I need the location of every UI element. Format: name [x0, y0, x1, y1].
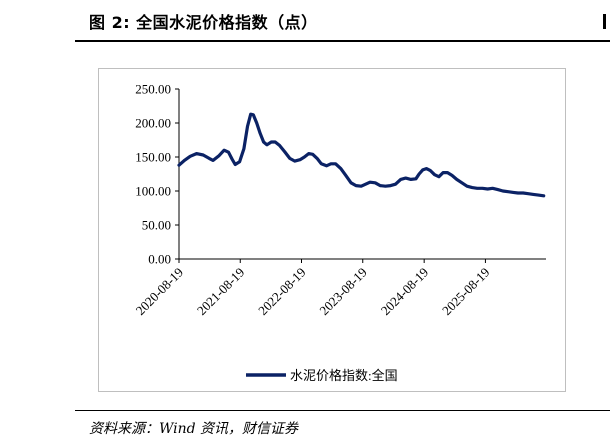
edge-mark [603, 14, 606, 29]
y-tick-label: 100.00 [135, 184, 171, 199]
figure-header: 图 2: 全国水泥价格指数（点） [0, 0, 610, 44]
x-tick-label: 2023-08-19 [316, 265, 370, 319]
x-tick-label: 2022-08-19 [255, 265, 309, 319]
y-tick-label: 0.00 [148, 252, 171, 267]
y-tick-label: 50.00 [142, 218, 171, 233]
footer-rule [75, 410, 610, 411]
x-tick-label: 2024-08-19 [378, 265, 432, 319]
source-note: 资料来源：Wind 资讯，财信证券 [89, 421, 299, 437]
title-rule [75, 40, 610, 42]
y-tick-label: 200.00 [135, 116, 171, 131]
legend-label: 水泥价格指数:全国 [290, 368, 398, 383]
y-tick-label: 150.00 [135, 150, 171, 165]
series-line [177, 112, 546, 198]
figure-title: 图 2: 全国水泥价格指数（点） [89, 13, 318, 32]
x-tick-label: 2025-08-19 [439, 265, 493, 319]
line-chart: 0.00 50.00 100.00 150.00 200.00 250.00 2020-08… [133, 82, 546, 383]
y-tick-label: 250.00 [135, 82, 171, 97]
x-tick-label: 2021-08-19 [194, 265, 248, 319]
chart-frame: 0.00 50.00 100.00 150.00 200.00 250.00 2020-08… [98, 68, 566, 392]
x-tick-label: 2020-08-19 [133, 265, 187, 319]
